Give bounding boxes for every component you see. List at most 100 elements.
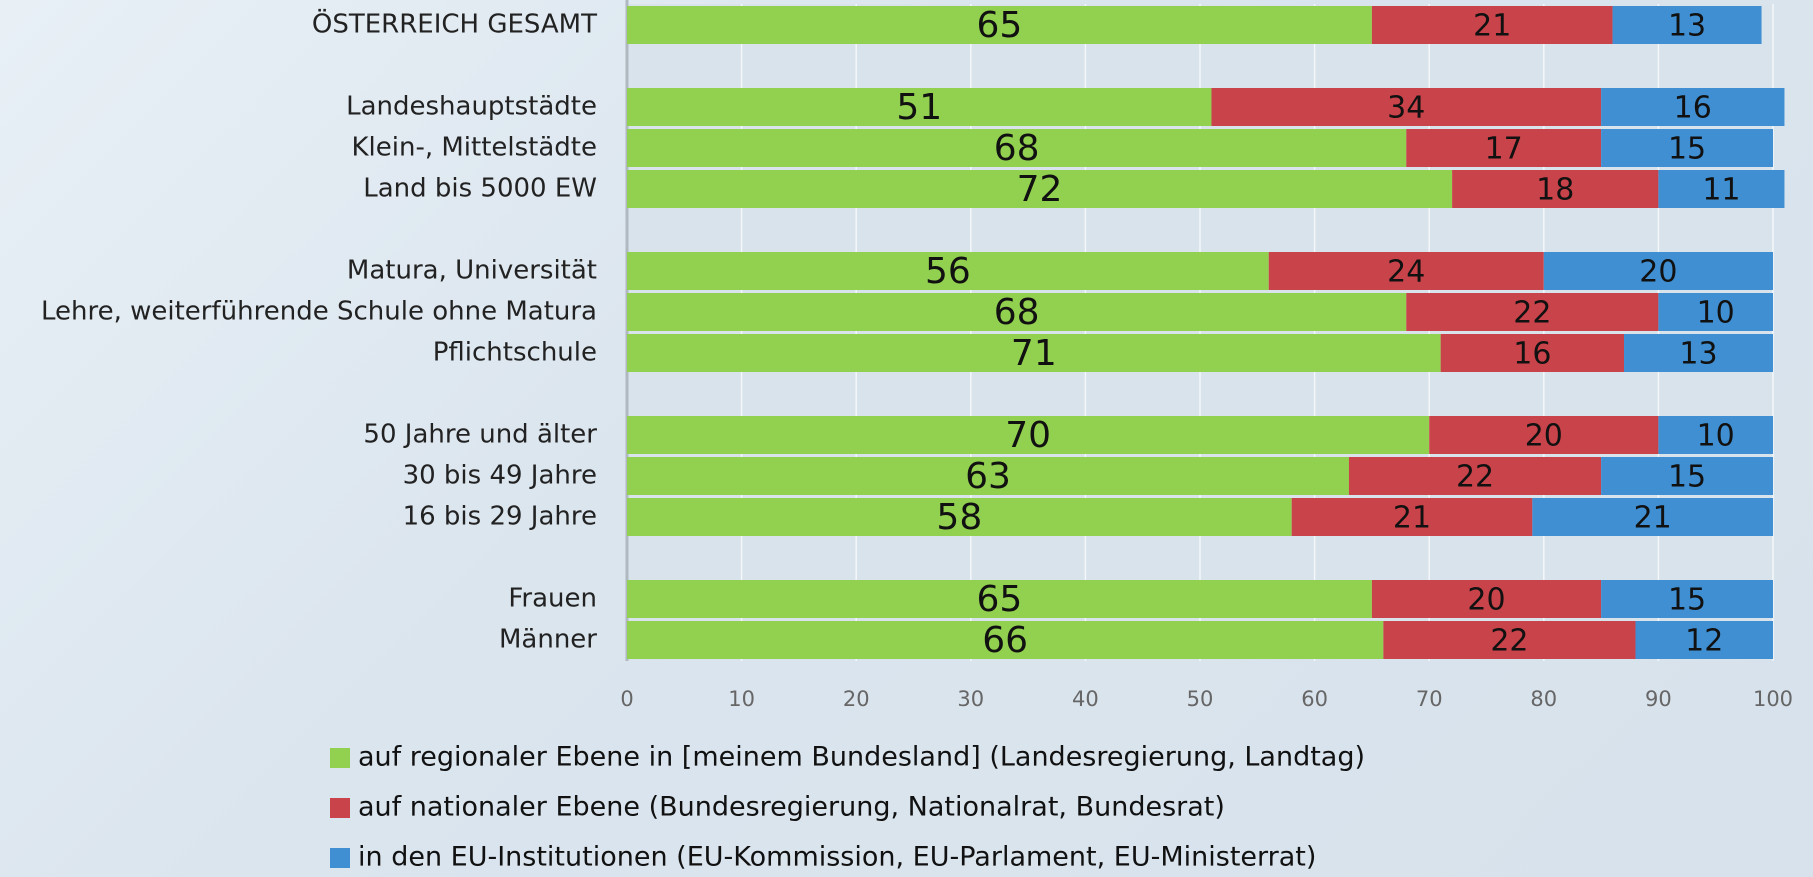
y-tick-label: 50 Jahre und älter [363, 420, 597, 450]
y-tick-label: 16 bis 29 Jahre [403, 502, 597, 532]
bar-segment [1658, 170, 1785, 208]
data-label: 65 [977, 579, 1023, 620]
legend-swatch [330, 798, 350, 818]
bar-segment [1429, 416, 1659, 454]
bar-segment [1601, 129, 1773, 167]
data-label: 66 [982, 620, 1028, 661]
x-tick-label: 0 [620, 687, 633, 711]
data-label: 21 [1634, 501, 1672, 536]
data-label: 13 [1668, 9, 1706, 44]
y-tick-label: Land bis 5000 EW [363, 174, 597, 204]
bar-segment [1658, 293, 1773, 331]
data-label: 34 [1387, 91, 1425, 126]
bar-segment [627, 129, 1407, 167]
bar-segment [1543, 252, 1773, 290]
bar-segment [627, 88, 1212, 126]
legend-label: in den EU-Institutionen (EU-Kommission, … [358, 842, 1316, 873]
legend-label: auf nationaler Ebene (Bundesregierung, N… [358, 792, 1225, 823]
data-label: 13 [1679, 337, 1717, 372]
data-label: 24 [1387, 255, 1425, 290]
y-tick-label: Matura, Universität [347, 256, 597, 286]
x-tick-label: 40 [1072, 687, 1099, 711]
data-label: 68 [994, 128, 1040, 169]
bar-segment [627, 6, 1372, 44]
x-tick-label: 30 [957, 687, 984, 711]
bar-segment [1348, 457, 1602, 495]
bar-segment [1452, 170, 1659, 208]
x-tick-label: 100 [1753, 687, 1793, 711]
data-label: 72 [1017, 169, 1063, 210]
data-label: 20 [1639, 255, 1677, 290]
data-label: 22 [1456, 460, 1494, 495]
legend-swatch [330, 748, 350, 768]
bar-segment [1211, 88, 1602, 126]
bar-segment [1601, 580, 1773, 618]
y-tick-label: ÖSTERREICH GESAMT [312, 8, 597, 40]
data-label: 22 [1513, 296, 1551, 331]
bar-segment [1268, 252, 1544, 290]
bar-segment [627, 252, 1269, 290]
data-label: 22 [1490, 624, 1528, 659]
legend-label: auf regionaler Ebene in [meinem Bundesla… [358, 742, 1365, 773]
data-label: 11 [1702, 173, 1740, 208]
data-label: 16 [1674, 91, 1712, 126]
bar-segment [1371, 580, 1602, 618]
bar-segment [627, 416, 1430, 454]
bar-segment [627, 621, 1384, 659]
data-label: 51 [896, 87, 942, 128]
legend-swatch [330, 848, 350, 868]
bar-segment [627, 580, 1372, 618]
bar-segment [1612, 6, 1762, 44]
data-label: 68 [994, 292, 1040, 333]
bar-segment [1440, 334, 1625, 372]
data-label: 10 [1697, 296, 1735, 331]
bar-segment [627, 170, 1453, 208]
bar-segment [1658, 416, 1773, 454]
bar-segment [1601, 88, 1785, 126]
bar-segment [1532, 498, 1773, 536]
data-label: 65 [977, 5, 1023, 46]
bar-segment [1291, 498, 1533, 536]
x-tick-label: 80 [1530, 687, 1557, 711]
x-tick-label: 10 [728, 687, 755, 711]
data-label: 16 [1513, 337, 1551, 372]
data-label: 15 [1668, 132, 1706, 167]
bar-segment [1383, 621, 1636, 659]
bar-segment [627, 498, 1292, 536]
data-label: 63 [965, 456, 1011, 497]
data-label: 21 [1473, 9, 1511, 44]
y-tick-label: Frauen [508, 584, 597, 614]
data-label: 21 [1393, 501, 1431, 536]
x-tick-label: 50 [1187, 687, 1214, 711]
data-label: 56 [925, 251, 971, 292]
data-label: 71 [1011, 333, 1057, 374]
y-tick-label: Männer [499, 625, 597, 655]
y-tick-label: 30 bis 49 Jahre [403, 461, 597, 491]
data-label: 20 [1467, 583, 1505, 618]
bar-segment [1624, 334, 1773, 372]
bar-segment [1406, 293, 1659, 331]
y-tick-label: Klein-, Mittelstädte [351, 133, 597, 163]
bar-segment [627, 457, 1349, 495]
x-tick-label: 20 [843, 687, 870, 711]
data-label: 70 [1005, 415, 1051, 456]
x-tick-label: 90 [1645, 687, 1672, 711]
x-tick-label: 70 [1416, 687, 1443, 711]
data-label: 18 [1536, 173, 1574, 208]
bar-segment [1635, 621, 1773, 659]
bar-segment [627, 334, 1441, 372]
data-label: 58 [936, 497, 982, 538]
data-label: 15 [1668, 583, 1706, 618]
bar-segment [1601, 457, 1773, 495]
data-label: 10 [1697, 419, 1735, 454]
x-tick-label: 60 [1301, 687, 1328, 711]
y-tick-label: Landeshauptstädte [346, 92, 597, 122]
bar-segment [1371, 6, 1613, 44]
bar-segment [1406, 129, 1602, 167]
bar-segment [627, 293, 1407, 331]
data-label: 12 [1685, 624, 1723, 659]
y-tick-label: Lehre, weiterführende Schule ohne Matura [41, 297, 597, 327]
data-label: 17 [1485, 132, 1523, 167]
data-label: 15 [1668, 460, 1706, 495]
